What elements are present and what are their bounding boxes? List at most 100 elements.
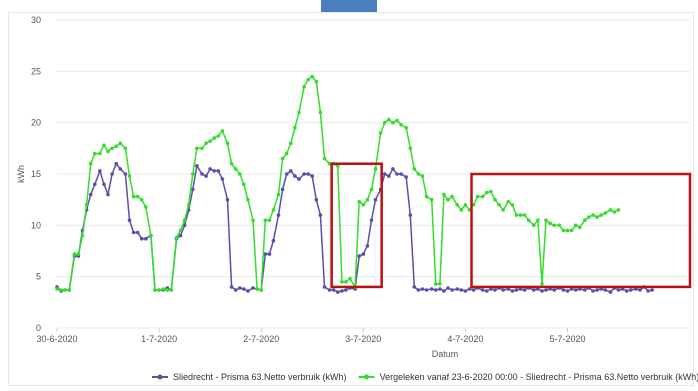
series-1-point[interactable] xyxy=(263,252,268,256)
series-2-point[interactable] xyxy=(220,129,225,133)
series-2-point[interactable] xyxy=(455,203,460,207)
series-2-point[interactable] xyxy=(595,215,599,219)
series-2-point[interactable] xyxy=(314,79,319,84)
series-1-point[interactable] xyxy=(450,288,454,292)
series-2-point[interactable] xyxy=(191,172,195,176)
series-1-point[interactable] xyxy=(191,187,195,192)
series-2-point[interactable] xyxy=(67,288,72,292)
series-1-point[interactable] xyxy=(532,288,536,292)
series-2-point[interactable] xyxy=(424,194,429,199)
series-2-point[interactable] xyxy=(438,282,442,286)
series-2-point[interactable] xyxy=(322,156,327,161)
series-2-point[interactable] xyxy=(157,288,161,292)
series-1-point[interactable] xyxy=(336,290,340,294)
series-1-point[interactable] xyxy=(225,197,230,202)
series-1-point[interactable] xyxy=(139,236,144,241)
series-2-point[interactable] xyxy=(577,225,582,230)
series-2-point[interactable] xyxy=(110,146,114,151)
series-2-point[interactable] xyxy=(434,282,438,286)
series-2-point[interactable] xyxy=(357,199,362,204)
series-1-point[interactable] xyxy=(650,288,654,292)
series-1-point[interactable] xyxy=(603,288,608,292)
series-2-point[interactable] xyxy=(98,151,102,156)
series-1-point[interactable] xyxy=(638,288,642,292)
series-1-point[interactable] xyxy=(399,172,403,176)
series-2-point[interactable] xyxy=(412,167,417,171)
series-2-point[interactable] xyxy=(540,282,544,286)
series-2-point[interactable] xyxy=(259,288,264,292)
series-1-point[interactable] xyxy=(540,289,544,293)
series-2-point[interactable] xyxy=(229,161,234,166)
series-2-point[interactable] xyxy=(310,74,315,79)
series-1-point[interactable] xyxy=(93,182,97,187)
series-1-point[interactable] xyxy=(357,254,362,258)
series-2-point[interactable] xyxy=(420,174,425,178)
series-2-point[interactable] xyxy=(88,161,93,166)
series-2-point[interactable] xyxy=(153,288,157,292)
series-1-point[interactable] xyxy=(204,174,208,178)
series-2-point[interactable] xyxy=(514,213,519,217)
series-2-point[interactable] xyxy=(131,194,136,199)
series-2-point[interactable] xyxy=(544,218,548,222)
series-1-point[interactable] xyxy=(404,175,409,179)
series-1-point[interactable] xyxy=(233,288,238,292)
series-2-point[interactable] xyxy=(106,149,110,154)
series-1-point[interactable] xyxy=(429,287,434,291)
series-2-point[interactable] xyxy=(242,182,246,187)
series-1-point[interactable] xyxy=(573,288,578,292)
series-2-point[interactable] xyxy=(369,187,374,192)
series-1-point[interactable] xyxy=(459,288,464,292)
series-2-point[interactable] xyxy=(361,203,366,207)
series-2-point[interactable] xyxy=(365,197,370,202)
series-1-point[interactable] xyxy=(373,197,378,202)
series-2-point[interactable] xyxy=(552,223,556,228)
series-2-point[interactable] xyxy=(532,223,536,228)
series-1-point[interactable] xyxy=(471,288,476,292)
series-1-point[interactable] xyxy=(480,288,485,292)
series-2-point[interactable] xyxy=(378,131,383,135)
series-1-point[interactable] xyxy=(434,288,438,292)
series-1-point[interactable] xyxy=(340,289,344,293)
series-1-point[interactable] xyxy=(395,172,399,176)
series-2-point[interactable] xyxy=(344,280,348,284)
series-2-point[interactable] xyxy=(616,208,621,212)
series-2-point[interactable] xyxy=(387,117,391,122)
series-2-point[interactable] xyxy=(204,141,208,145)
series-2-point[interactable] xyxy=(208,139,212,143)
series-2-point[interactable] xyxy=(306,77,311,82)
series-2-point[interactable] xyxy=(348,276,352,281)
series-1-point[interactable] xyxy=(242,287,246,291)
series-1-point[interactable] xyxy=(646,289,650,293)
series-1-point[interactable] xyxy=(114,161,118,166)
series-2-point[interactable] xyxy=(102,143,106,148)
series-2-point[interactable] xyxy=(127,174,132,178)
series-2-point[interactable] xyxy=(72,252,77,256)
series-1-point[interactable] xyxy=(246,289,250,293)
series-1-point[interactable] xyxy=(485,289,489,293)
series-1-point[interactable] xyxy=(493,288,497,292)
series-1-point[interactable] xyxy=(216,169,221,173)
series-2-point[interactable] xyxy=(416,172,421,176)
series-1-point[interactable] xyxy=(322,285,327,289)
series-1-point[interactable] xyxy=(583,288,587,292)
series-1-point[interactable] xyxy=(276,213,281,217)
series-1-point[interactable] xyxy=(98,169,102,173)
series-1-point[interactable] xyxy=(178,233,183,238)
series-2-point[interactable] xyxy=(603,211,608,215)
series-1-point[interactable] xyxy=(238,286,242,290)
series-2-point[interactable] xyxy=(267,218,272,222)
series-1-point[interactable] xyxy=(408,213,413,217)
series-1-point[interactable] xyxy=(331,288,336,292)
series-1-point[interactable] xyxy=(123,172,128,176)
series-1-point[interactable] xyxy=(424,288,429,292)
series-2-point[interactable] xyxy=(446,197,450,202)
series-2-point[interactable] xyxy=(565,228,570,233)
series-2-point[interactable] xyxy=(297,110,301,115)
series-2-point[interactable] xyxy=(195,146,199,151)
series-1-point[interactable] xyxy=(455,287,460,291)
series-2-point[interactable] xyxy=(475,194,480,199)
series-2-point[interactable] xyxy=(497,203,501,207)
series-2-point[interactable] xyxy=(522,213,527,217)
series-1-point[interactable] xyxy=(501,288,506,292)
series-2-point[interactable] xyxy=(536,218,540,222)
